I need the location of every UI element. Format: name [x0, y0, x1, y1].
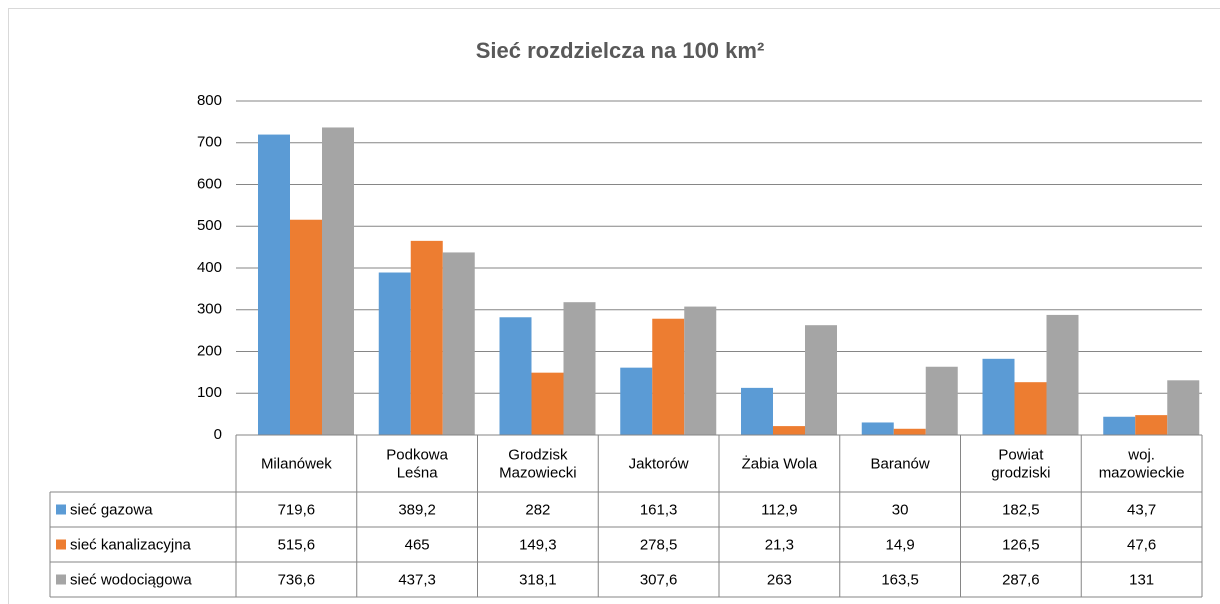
y-tick-label: 700 — [197, 134, 222, 151]
value-label: 182,5 — [1002, 501, 1040, 518]
bar — [290, 219, 322, 435]
value-label: 43,7 — [1127, 501, 1156, 518]
y-tick-label: 500 — [197, 217, 222, 234]
y-tick-label: 0 — [214, 426, 222, 443]
x-tick-label: Grodzisk Mazowiecki — [499, 446, 577, 481]
value-label: 263 — [767, 571, 792, 588]
bar — [805, 325, 837, 435]
value-label: 21,3 — [765, 536, 794, 553]
bar — [1014, 382, 1047, 435]
chart-frame — [8, 8, 1220, 604]
bar — [925, 366, 958, 435]
x-tick-label: Podkowa Leśna — [386, 446, 448, 481]
y-tick-label: 300 — [197, 301, 222, 318]
x-tick-label: Milanówek — [261, 455, 332, 472]
bar — [982, 358, 1015, 435]
value-label: 437,3 — [398, 571, 436, 588]
value-label: 736,6 — [278, 571, 316, 588]
bar — [620, 367, 653, 435]
x-tick-label: woj. mazowieckie — [1099, 446, 1185, 481]
bar — [1103, 416, 1136, 435]
value-label: 47,6 — [1127, 536, 1156, 553]
bar — [378, 272, 411, 435]
bar — [684, 306, 717, 435]
bar — [322, 127, 354, 436]
y-tick-label: 400 — [197, 259, 222, 276]
bar — [652, 318, 685, 435]
legend-key — [56, 574, 66, 585]
y-tick-label: 600 — [197, 175, 222, 192]
bar — [563, 302, 596, 435]
bar — [442, 252, 475, 435]
value-label: 719,6 — [278, 501, 316, 518]
bar — [1135, 415, 1168, 435]
bar — [531, 372, 564, 435]
x-tick-label: Żabia Wola — [742, 454, 818, 472]
bar — [410, 240, 443, 435]
value-label: 112,9 — [761, 501, 797, 518]
bar — [893, 428, 926, 435]
legend-label: sieć kanalizacyjna — [70, 536, 192, 553]
x-tick-label: Baranów — [871, 455, 930, 472]
value-label: 318,1 — [519, 571, 557, 588]
value-label: 278,5 — [640, 536, 678, 553]
value-label: 131 — [1129, 571, 1154, 588]
value-label: 30 — [892, 501, 909, 518]
value-label: 282 — [525, 501, 550, 518]
value-label: 149,3 — [519, 536, 557, 553]
value-label: 126,5 — [1002, 536, 1040, 553]
bar — [258, 134, 290, 435]
value-label: 307,6 — [640, 571, 678, 588]
bar — [1046, 314, 1079, 435]
value-label: 14,9 — [886, 536, 915, 553]
value-label: 389,2 — [398, 501, 436, 518]
bar — [1167, 380, 1200, 435]
legend-key — [56, 504, 66, 515]
value-label: 515,6 — [278, 536, 316, 553]
bar — [499, 317, 532, 435]
legend-label: sieć wodociągowa — [70, 571, 192, 588]
x-tick-label: Jaktorów — [629, 455, 689, 472]
legend-key — [56, 539, 66, 550]
value-label: 161,3 — [640, 501, 678, 518]
bar — [861, 422, 894, 435]
y-tick-label: 200 — [197, 342, 222, 359]
y-tick-label: 100 — [197, 384, 222, 401]
chart-title: Sieć rozdzielcza na 100 km² — [476, 38, 765, 63]
bar — [741, 387, 773, 435]
value-label: 163,5 — [881, 571, 919, 588]
y-tick-label: 800 — [197, 92, 222, 109]
legend-label: sieć gazowa — [70, 501, 153, 518]
value-label: 287,6 — [1002, 571, 1040, 588]
value-label: 465 — [405, 536, 430, 553]
x-tick-label: Powiat grodziski — [991, 446, 1050, 481]
bar — [773, 426, 805, 435]
